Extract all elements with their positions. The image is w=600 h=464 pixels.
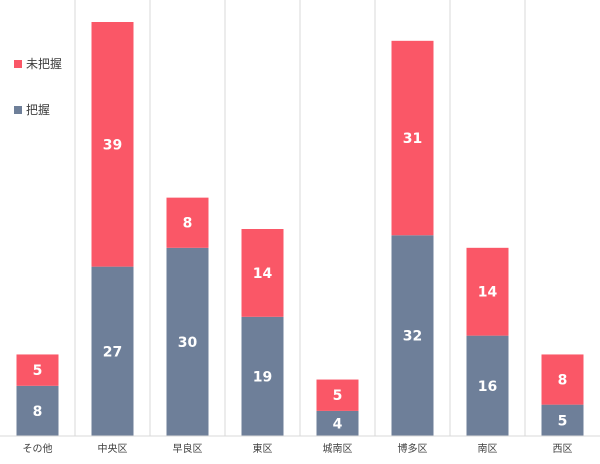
data-label: 8 (558, 373, 568, 389)
bar-unmeasured (91, 22, 134, 267)
legend-item-unmeasured: 未把握 (14, 55, 62, 72)
bar-measured (16, 385, 59, 436)
bar-measured (166, 247, 209, 436)
bar-measured (466, 335, 509, 436)
bar-unmeasured (466, 247, 509, 336)
bar-measured (541, 404, 584, 436)
data-label: 30 (178, 335, 198, 351)
data-label: 39 (103, 137, 122, 153)
category-label: その他 (23, 442, 53, 455)
bar-unmeasured (541, 354, 584, 405)
bar-measured (241, 316, 284, 436)
legend-label-unmeasured: 未把握 (26, 57, 63, 71)
data-label: 14 (478, 285, 498, 301)
legend-swatch-measured (14, 105, 22, 114)
bar-unmeasured (391, 40, 434, 236)
bar-unmeasured (241, 229, 284, 317)
legend-item-measured: 把握 (14, 101, 50, 118)
bar-unmeasured (16, 354, 59, 386)
data-label: 5 (33, 363, 43, 379)
bar-unmeasured (166, 197, 209, 248)
bar-measured (91, 266, 134, 436)
bar-unmeasured (316, 379, 359, 411)
category-label: 博多区 (398, 442, 428, 455)
data-label: 27 (103, 344, 122, 360)
data-label: 5 (333, 388, 343, 404)
data-label: 19 (253, 369, 272, 385)
category-label: 南区 (478, 442, 498, 455)
category-label: 東区 (253, 442, 273, 455)
legend-swatch-unmeasured (14, 59, 22, 68)
category-label: 西区 (553, 443, 573, 455)
category-label: 中央区 (98, 442, 128, 455)
data-label: 5 (558, 413, 568, 429)
data-label: 14 (253, 266, 273, 282)
data-label: 32 (403, 329, 422, 345)
bar-measured (316, 410, 359, 436)
data-label: 16 (478, 379, 497, 395)
data-label: 4 (333, 416, 343, 432)
data-label: 31 (403, 131, 422, 147)
data-label: 8 (33, 404, 43, 420)
category-label: 早良区 (173, 442, 203, 455)
legend-label-measured: 把握 (26, 103, 51, 117)
bar-measured (391, 235, 434, 436)
data-label: 8 (183, 216, 193, 232)
category-label: 城南区 (323, 442, 353, 455)
